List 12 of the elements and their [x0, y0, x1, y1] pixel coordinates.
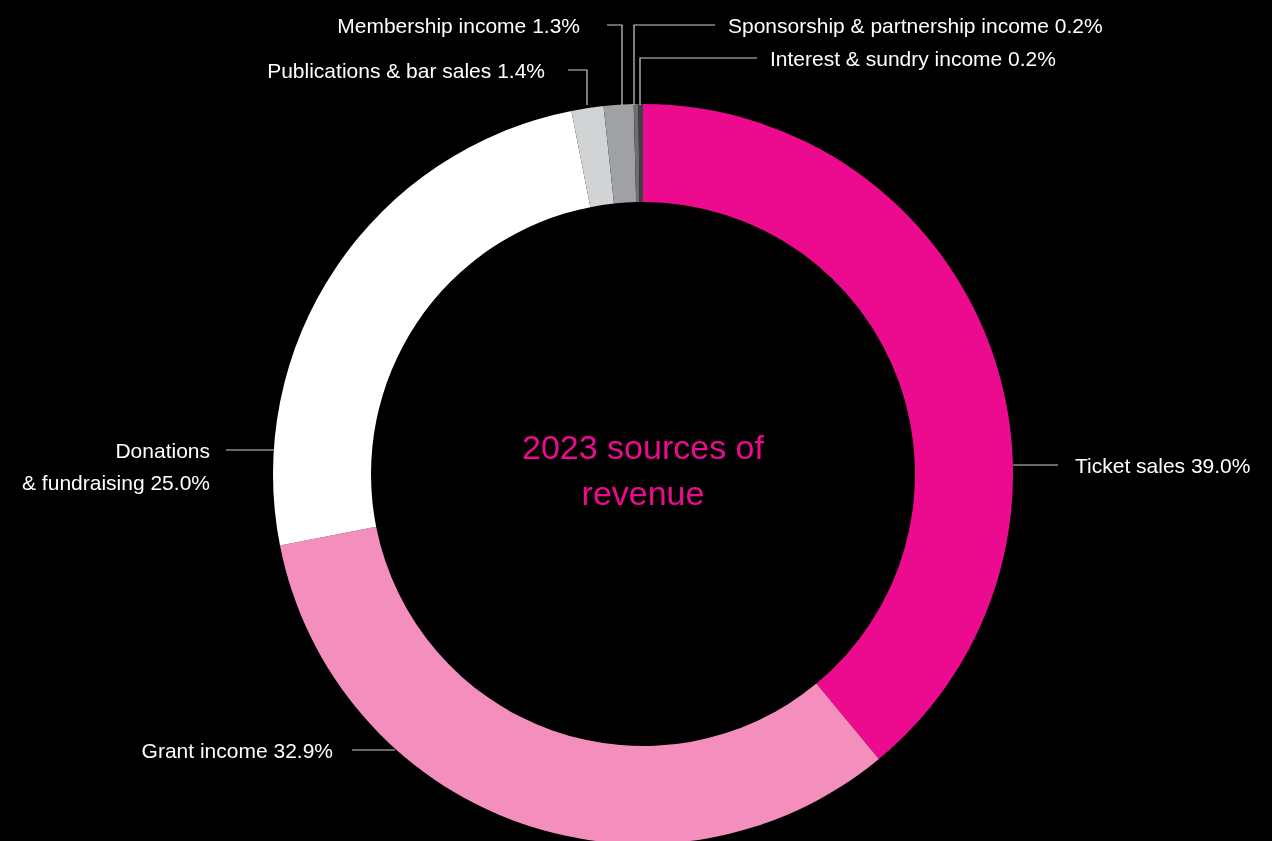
slice-label: Grant income 32.9% — [141, 738, 333, 762]
slice-label: Ticket sales 39.0% — [1075, 453, 1251, 477]
donut-slice — [633, 104, 640, 203]
donut-slice — [638, 104, 643, 203]
donut-slice — [603, 104, 637, 204]
slice-label: Donations & fundraising 25.0% — [22, 438, 210, 494]
text: 2023 sources of revenue — [521, 427, 765, 514]
slice-label: Sponsorship & partnership income 0.2% — [728, 13, 1103, 37]
donut-slice — [571, 106, 614, 208]
slice-label: Membership income 1.3% — [337, 13, 580, 37]
slice-label: Publications & bar sales 1.4% — [267, 58, 545, 82]
slice-label: Interest & sundry income 0.2% — [770, 46, 1056, 70]
